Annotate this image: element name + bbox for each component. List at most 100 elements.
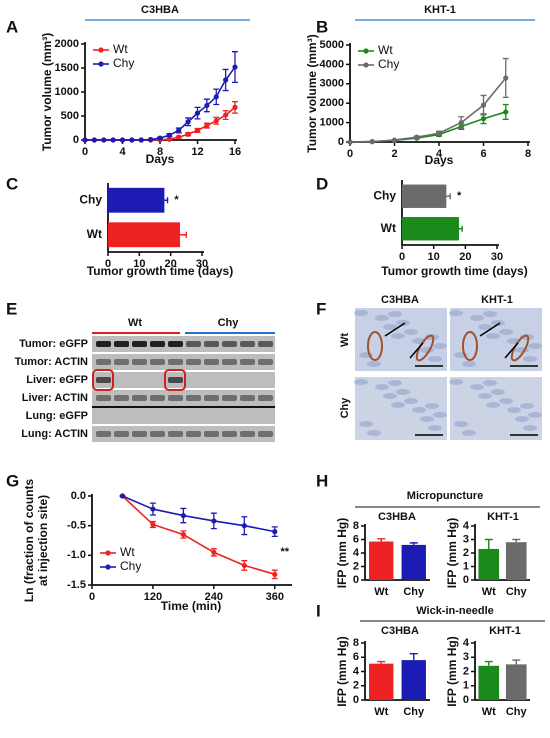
x-tick-label: 16 [229, 146, 241, 158]
x-tick-label: Wt [374, 706, 388, 718]
y-tick-label: 2000 [320, 97, 344, 109]
histology-row: Wt [339, 333, 351, 347]
y-axis-label: at injection site) [36, 495, 50, 586]
gel-row-label: Tumor: ACTIN [15, 356, 88, 368]
tissue [491, 320, 505, 326]
bar [108, 222, 181, 248]
gel-row [92, 354, 275, 370]
y-tick-label: 4 [463, 520, 470, 532]
chart-title: C3HBA [381, 625, 419, 637]
point [436, 130, 442, 136]
tissue [367, 430, 381, 436]
legend-marker [363, 48, 369, 54]
point [166, 136, 172, 142]
point [347, 139, 353, 145]
legend-label: Chy [378, 57, 399, 71]
panel-label: C [6, 174, 18, 193]
tissue [483, 380, 497, 386]
tissue [383, 324, 397, 330]
tissue [499, 329, 513, 335]
error-bar [180, 231, 188, 238]
gel-row [92, 426, 275, 442]
y-tick-label: 0 [463, 694, 469, 706]
tissue [428, 425, 442, 431]
panel-label: H [316, 471, 328, 490]
x-axis-label: Days [146, 152, 175, 166]
gel-band [168, 341, 183, 347]
tissue [515, 416, 529, 422]
gel-band [240, 359, 255, 365]
y-axis-label: IFP (mm Hg) [335, 518, 349, 588]
y-tick-label: -1.5 [67, 579, 86, 591]
tissue [528, 412, 542, 418]
arrow [409, 342, 424, 359]
point [185, 119, 191, 125]
tissue [483, 311, 497, 317]
error-bar [409, 542, 418, 545]
gel-band [168, 395, 183, 401]
tissue [404, 398, 418, 404]
error-bar [512, 659, 521, 665]
x-axis-label: Tumor growth time (days) [87, 264, 233, 278]
tissue [420, 416, 434, 422]
legend-marker [98, 47, 104, 53]
tissue [491, 389, 505, 395]
y-axis-label: IFP (mm Hg) [445, 636, 459, 706]
vessel [462, 331, 478, 361]
panel-label: A [6, 17, 18, 36]
gel-band [132, 395, 147, 401]
section-title: Micropuncture [407, 490, 483, 502]
category-label: Wt [87, 227, 102, 241]
tissue [375, 315, 389, 321]
gel-band [96, 359, 111, 365]
y-tick-label: 2000 [55, 38, 79, 50]
y-tick-label: -0.5 [67, 520, 86, 532]
x-tick-label: Wt [374, 586, 388, 598]
gel-row-label: Lung: eGFP [26, 410, 88, 422]
tissue [420, 347, 434, 353]
legend-label: Chy [120, 559, 141, 573]
tissue [454, 421, 468, 427]
tissue [523, 356, 537, 362]
x-tick-label: Chy [506, 586, 528, 598]
y-axis-label: Ln (fraction of counts [22, 479, 36, 603]
point [150, 521, 156, 528]
bar [369, 541, 394, 580]
chart-title: C3HBA [141, 4, 179, 16]
point [211, 518, 217, 524]
gel-row [92, 372, 275, 388]
tissue [462, 430, 476, 436]
bar [478, 548, 500, 580]
gel-band [96, 377, 111, 383]
x-tick-label: 8 [157, 146, 163, 158]
x-tick-label: 0 [105, 258, 111, 270]
tissue [449, 310, 463, 316]
point [213, 94, 219, 100]
gel-band [204, 341, 219, 347]
tissue [412, 407, 426, 413]
legend-marker [105, 564, 111, 570]
series-line [121, 495, 275, 576]
gel-row-label: Liver: eGFP [26, 374, 88, 386]
x-tick-label: 10 [133, 258, 145, 270]
point [223, 112, 229, 118]
legend-marker [98, 61, 104, 67]
series-line [349, 77, 507, 143]
gel-band [114, 395, 129, 401]
gel-band [222, 431, 237, 437]
point [150, 506, 156, 512]
tissue [425, 403, 439, 409]
y-tick-label: 2 [353, 560, 359, 572]
highlight-box [164, 369, 186, 391]
gel-band [222, 359, 237, 365]
gel-band [168, 359, 183, 365]
point [138, 137, 144, 143]
tissue [499, 398, 513, 404]
series-line [122, 495, 275, 533]
gel-band [186, 431, 201, 437]
tissue [367, 361, 381, 367]
point [148, 136, 154, 143]
point [204, 123, 210, 129]
bar [108, 187, 165, 213]
